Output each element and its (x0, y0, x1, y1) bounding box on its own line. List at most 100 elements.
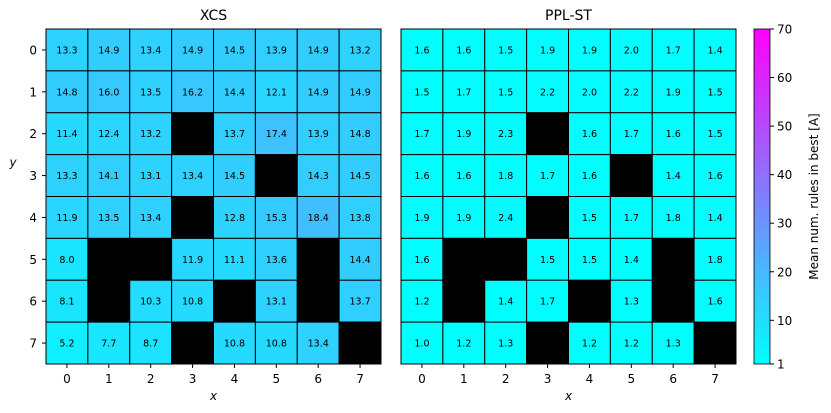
heatmap-cell (442, 196, 486, 239)
cell-value-label: 1.2 (624, 339, 639, 350)
cell-value-label: 1.6 (456, 171, 471, 182)
heatmap-frame (45, 28, 382, 365)
heatmap-cell (651, 70, 695, 114)
heatmap-cell (171, 154, 214, 197)
colorbar-tick-label: 1 (777, 358, 785, 372)
heatmap-cell-empty (693, 321, 737, 365)
x-tick-label: 6 (669, 372, 677, 386)
cell-value-label: 1.5 (414, 87, 429, 98)
cell-value-label: 15.3 (266, 213, 287, 224)
heatmap-cell (338, 112, 382, 156)
cell-value-label: 13.7 (224, 129, 245, 140)
heatmap-cell (442, 28, 486, 72)
cell-value-label: 13.8 (349, 213, 370, 224)
xcs-heatmap-panel: 13.3 14.9 13.4 14.9 14.5 13.9 14.9 13.2 14.8 16.0… (8, 8, 382, 403)
cell-value-label: 1.9 (414, 213, 429, 224)
cell-value-label: 1.5 (708, 87, 723, 98)
heatmap-cell (296, 321, 340, 365)
heatmap-cell (568, 196, 611, 239)
heatmap-cell (442, 154, 486, 197)
heatmap-cell-empty (526, 321, 569, 365)
heatmap-cell-empty (484, 237, 528, 281)
heatmap-cell-empty (526, 196, 569, 239)
cell-value-label: 18.4 (308, 213, 329, 224)
cell-value-label: 1.4 (666, 171, 681, 182)
heatmap-cell-empty (442, 237, 486, 281)
colorbar-tick-label: 50 (777, 120, 792, 134)
cell-value-label: 1.5 (498, 45, 513, 56)
cell-value-label: 2.0 (582, 87, 597, 98)
cell-value-label: 14.5 (224, 45, 245, 56)
x-axis-label: x (564, 389, 573, 403)
heatmap-cell (651, 112, 695, 156)
cell-value-label: 14.5 (224, 171, 245, 182)
heatmap-cell (609, 237, 653, 281)
cell-value-label: 8.1 (59, 297, 74, 308)
cell-value-label: 14.9 (98, 45, 119, 56)
cell-value-label: 11.1 (224, 255, 245, 266)
cell-value-label: 1.3 (624, 297, 639, 308)
heatmap-cell (568, 237, 611, 281)
cell-value-label: 14.4 (224, 87, 245, 98)
y-axis-label: y (8, 156, 17, 170)
cell-value-label: 1.8 (708, 255, 723, 266)
cell-value-label: 1.5 (498, 87, 513, 98)
heatmap-cell (484, 154, 528, 197)
y-tick-label: 7 (29, 337, 37, 351)
heatmap-cell (87, 321, 131, 365)
heatmap-cell (651, 321, 695, 365)
cell-value-label: 14.9 (308, 45, 329, 56)
cell-value-label: 11.9 (56, 213, 77, 224)
heatmap-cell (45, 279, 89, 323)
heatmap-cell (484, 70, 528, 114)
cell-value-label: 12.4 (98, 129, 119, 140)
cell-value-label: 13.7 (349, 297, 370, 308)
heatmap-cell-empty (651, 237, 695, 281)
y-tick-label: 2 (29, 127, 37, 141)
heatmap-cell (338, 279, 382, 323)
cell-value-label: 1.4 (498, 297, 513, 308)
heatmap-cell (296, 154, 340, 197)
heatmap-cell (526, 28, 569, 72)
heatmap-cell-empty (254, 154, 298, 197)
cell-value-label: 1.6 (456, 45, 471, 56)
heatmap-cell (338, 196, 382, 239)
heatmap-cell (400, 321, 444, 365)
cell-value-label: 13.9 (308, 129, 329, 140)
cell-value-label: 1.6 (414, 255, 429, 266)
cell-value-label: 7.7 (101, 339, 116, 350)
cell-value-label: 14.8 (349, 129, 370, 140)
cell-value-label: 1.3 (666, 339, 681, 350)
x-tick-label: 7 (711, 372, 719, 386)
heatmap-cell (442, 70, 486, 114)
cell-value-label: 1.7 (456, 87, 471, 98)
heatmap-cell-empty (609, 154, 653, 197)
heatmap-cell (87, 112, 131, 156)
cell-value-label: 13.1 (266, 297, 287, 308)
cell-value-label: 1.6 (708, 297, 723, 308)
heatmap-cell-empty (87, 237, 131, 281)
heatmap-cell-empty (213, 279, 256, 323)
heatmap-cell (45, 196, 89, 239)
cell-value-label: 1.8 (666, 213, 681, 224)
colorbar-tick-label: 40 (777, 168, 792, 182)
heatmap-cell (568, 154, 611, 197)
heatmap-cell (526, 279, 569, 323)
x-tick-label: 3 (544, 372, 552, 386)
x-tick-label: 0 (418, 372, 426, 386)
cell-value-label: 12.1 (266, 87, 287, 98)
cell-value-label: 1.2 (582, 339, 597, 350)
heatmap-cell (442, 112, 486, 156)
cell-value-label: 1.9 (540, 45, 555, 56)
x-tick-label: 4 (586, 372, 594, 386)
heatmap-cell-empty (296, 237, 340, 281)
cell-value-label: 14.9 (349, 87, 370, 98)
cell-value-label: 1.6 (708, 171, 723, 182)
cell-value-label: 1.6 (666, 129, 681, 140)
cell-value-label: 14.1 (98, 171, 119, 182)
cell-value-label: 1.9 (456, 213, 471, 224)
heatmap-cell (338, 28, 382, 72)
cell-value-label: 14.8 (56, 87, 77, 98)
cell-value-label: 1.2 (456, 339, 471, 350)
cell-value-label: 1.5 (708, 129, 723, 140)
